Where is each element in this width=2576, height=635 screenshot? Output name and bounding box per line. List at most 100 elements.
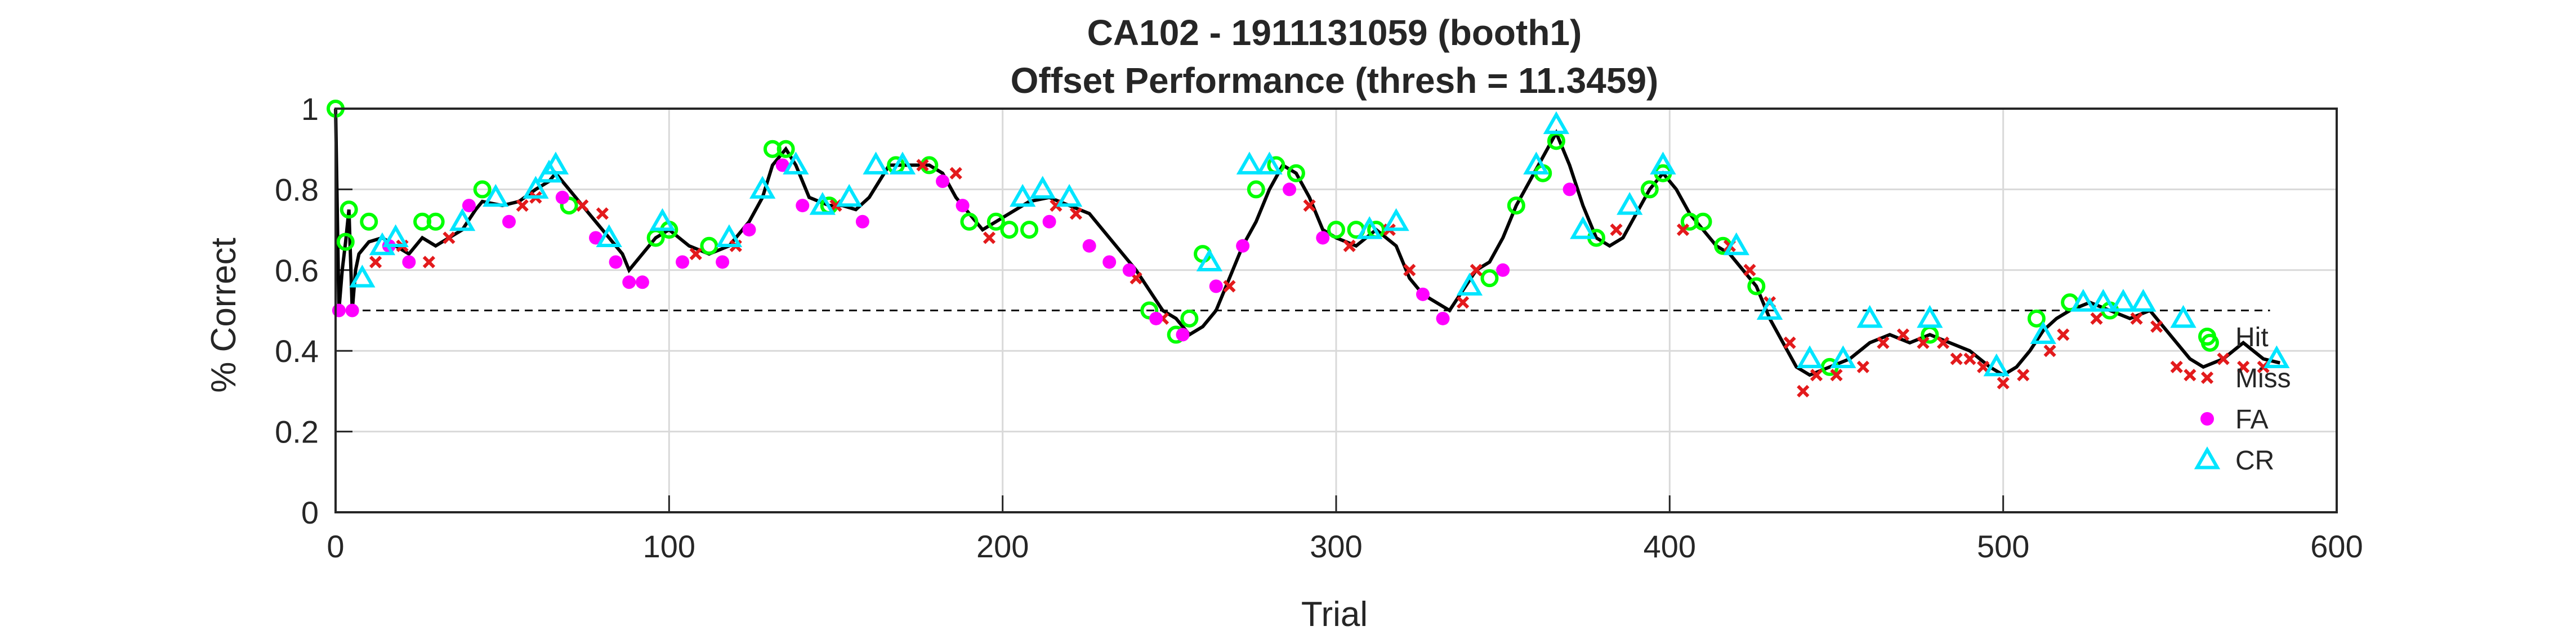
miss-stroke [1877,336,1890,349]
fa-marker [332,303,346,318]
chart-title: CA102 - 1911131059 (booth1) [1087,12,1582,53]
miss-marker [2184,369,2196,382]
miss-stroke [1797,384,1810,398]
miss-stroke [422,256,435,269]
fa-marker [1102,255,1117,269]
miss-stroke [1403,263,1416,276]
miss-marker [1917,336,1930,349]
miss-stroke [1610,223,1623,236]
miss-marker [1403,263,1416,276]
miss-marker [1810,369,1823,382]
legend-label: CR [2235,446,2274,476]
fa-marker [1416,287,1430,301]
miss-stroke [1896,328,1910,341]
miss-stroke [1977,360,1990,374]
fa-marker [1316,231,1330,245]
miss-stroke [1997,377,2010,390]
legend-item-miss: Miss [2200,364,2291,393]
hit-marker [340,200,358,219]
fa-marker [622,275,636,289]
miss-stroke [516,199,529,212]
performance-line [334,108,2281,377]
miss-marker [2217,352,2230,365]
cr-marker [749,176,776,199]
cr-marker [596,224,622,247]
fa-marker [555,190,569,204]
x-tick-label: 0 [327,529,344,564]
fa-marker [1436,311,1450,325]
legend-item-cr: CR [2194,446,2274,476]
hit-marker [776,140,795,158]
miss-stroke [1456,296,1470,309]
miss-stroke [1936,336,1950,349]
cr-marker [1543,111,1570,135]
miss-stroke [2043,345,2056,357]
cr-marker [1856,305,1883,328]
miss-stroke [1950,352,1963,365]
hit-marker [2027,309,2046,328]
cr-marker [863,151,889,175]
fa-marker [1496,263,1510,277]
legend-item-hit: Hit [2198,323,2269,352]
miss-stroke [983,231,996,244]
cr-marker [1010,184,1036,207]
miss-marker [1877,336,1890,349]
legend-marker-hit [2198,328,2216,346]
cr-marker [2130,289,2157,312]
miss-marker [2043,345,2056,357]
miss-stroke [1303,199,1316,212]
cr-marker [1236,151,1263,175]
miss-marker [1303,199,1316,212]
cr-marker [809,192,836,215]
x-axis-label: Trial [1301,595,1368,634]
y-axis-label: % Correct [204,238,243,393]
miss-stroke [1223,280,1236,293]
cr-marker [2264,345,2290,369]
cr-marker [1570,216,1596,239]
miss-stroke [443,231,456,244]
miss-stroke [2184,369,2196,382]
miss-stroke [576,199,589,212]
miss-marker [369,256,382,269]
fa-marker [635,275,649,289]
miss-marker [1830,369,1843,382]
fa-marker [796,199,810,213]
hit-marker [1020,221,1039,239]
cr-marker [1523,151,1550,175]
miss-stroke [1470,263,1483,276]
cr-marker [2070,289,2096,312]
miss-marker [1977,360,1990,374]
miss-marker [1470,263,1483,276]
cr-marker [1917,305,1943,328]
miss-stroke [1783,336,1796,349]
hit-marker [1287,164,1305,182]
cr-marker [1650,151,1676,175]
cr-marker [1056,184,1083,207]
fa-markers [332,158,1577,342]
cr-marker [1756,297,1783,320]
miss-stroke [689,247,702,261]
cr-marker [382,224,409,247]
fa-marker [676,255,690,269]
y-tick-label: 0.2 [275,414,319,450]
hit-marker [1000,221,1019,239]
cr-marker [889,151,916,175]
cr-marker [1617,192,1643,215]
legend: Hit Miss FA CR [2194,323,2291,476]
miss-marker [1343,239,1356,252]
fa-marker [956,199,970,213]
miss-marker [1223,280,1236,293]
y-tick-label: 0.8 [275,172,319,207]
miss-marker [1783,336,1796,349]
fa-marker [345,303,359,318]
miss-marker [2237,360,2250,374]
miss-marker [1963,352,1976,365]
cr-marker [449,208,476,231]
miss-stroke [2150,320,2163,333]
fa-marker [855,214,869,229]
x-tick-label: 600 [2310,529,2363,564]
legend-label: Hit [2235,323,2269,352]
fa-marker [502,214,516,229]
fa-marker [775,158,789,172]
legend-label: Miss [2235,364,2291,393]
